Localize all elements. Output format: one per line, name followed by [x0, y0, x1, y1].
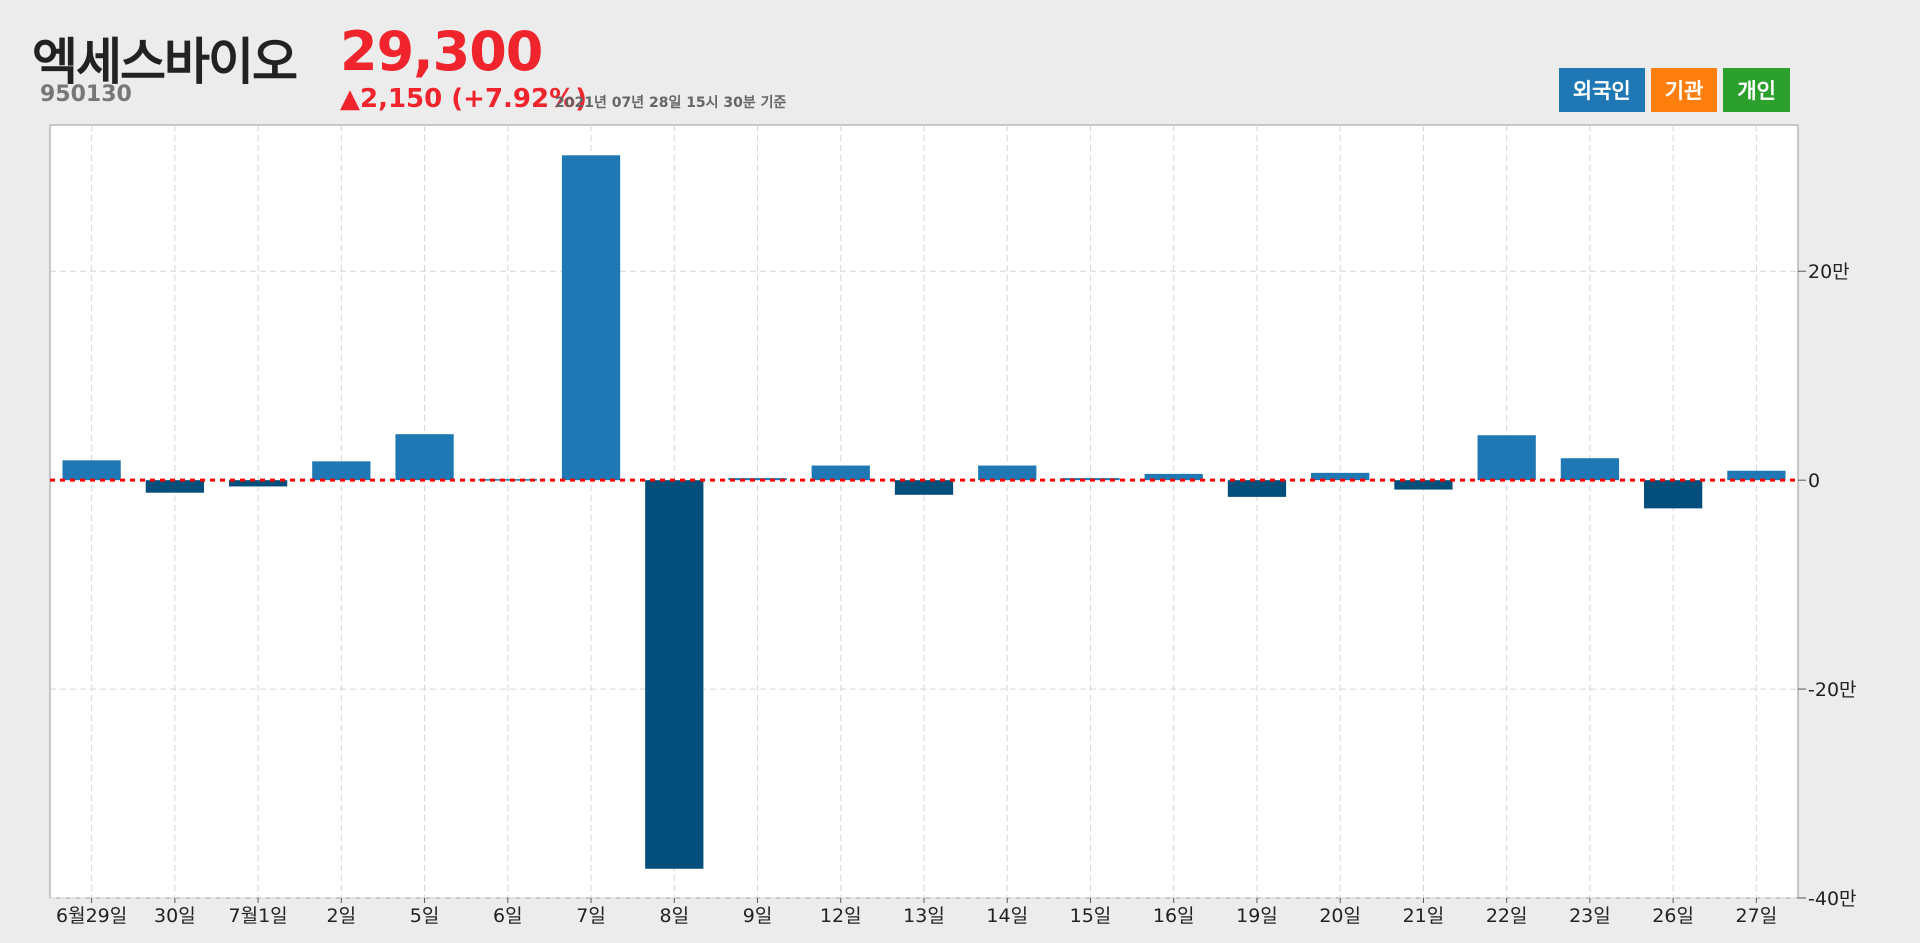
- x-tick-label: 6월29일: [56, 905, 127, 927]
- bar: [1227, 480, 1287, 497]
- y-tick-label: 0: [1808, 470, 1820, 492]
- x-tick-label: 5일: [410, 905, 440, 927]
- tab-institution[interactable]: 기관: [1650, 68, 1718, 112]
- y-tick-label: -20만: [1808, 679, 1857, 701]
- x-tick-label: 7월1일: [229, 905, 288, 927]
- x-tick-label: 9일: [743, 905, 773, 927]
- x-tick-label: 2일: [327, 905, 357, 927]
- x-tick-label: 30일: [154, 905, 196, 927]
- bar: [978, 465, 1037, 481]
- x-tick-label: 23일: [1569, 905, 1611, 927]
- bar: [395, 434, 454, 481]
- x-tick-label: 16일: [1153, 905, 1195, 927]
- x-tick-label: 7일: [576, 905, 606, 927]
- x-tick-label: 20일: [1319, 905, 1361, 927]
- stock-code: 950130: [40, 82, 132, 107]
- x-tick-label: 26일: [1652, 905, 1694, 927]
- investor-tabs: 외국인 기관 개인: [1558, 68, 1790, 112]
- x-tick-label: 19일: [1236, 905, 1278, 927]
- price-change: ▲2,150 (+7.92%): [340, 84, 588, 114]
- y-tick-label: 20만: [1808, 261, 1850, 283]
- bar: [145, 480, 204, 493]
- bar: [228, 480, 288, 487]
- bar: [811, 465, 870, 481]
- x-tick-label: 8일: [659, 905, 689, 927]
- bar: [1311, 472, 1370, 481]
- tab-foreign[interactable]: 외국인: [1558, 68, 1645, 112]
- bar: [312, 461, 371, 481]
- x-tick-label: 21일: [1403, 905, 1445, 927]
- bar: [1394, 480, 1453, 490]
- bar: [1644, 480, 1703, 509]
- bar: [561, 155, 621, 481]
- x-tick-label: 12일: [820, 905, 862, 927]
- x-tick-label: 13일: [903, 905, 945, 927]
- bar: [478, 479, 537, 481]
- bar: [1727, 470, 1786, 481]
- bar: [728, 478, 787, 481]
- tab-individual[interactable]: 개인: [1723, 68, 1790, 112]
- x-tick-label: 6일: [493, 905, 523, 927]
- as-of-timestamp: 2021년 07년 28일 15시 30분 기준: [555, 95, 787, 111]
- bar: [645, 480, 704, 869]
- bar: [894, 480, 954, 495]
- bar: [1144, 473, 1203, 481]
- x-tick-label: 27일: [1736, 905, 1778, 927]
- x-tick-label: 22일: [1486, 905, 1528, 927]
- bar: [62, 460, 121, 481]
- x-tick-label: 14일: [986, 905, 1028, 927]
- current-price: 29,300: [340, 20, 543, 83]
- bar: [1477, 435, 1536, 481]
- y-tick-label: -40만: [1808, 888, 1857, 910]
- x-tick-label: 15일: [1070, 905, 1112, 927]
- stock-name: 엑세스바이오: [32, 33, 298, 91]
- bar: [1560, 458, 1620, 481]
